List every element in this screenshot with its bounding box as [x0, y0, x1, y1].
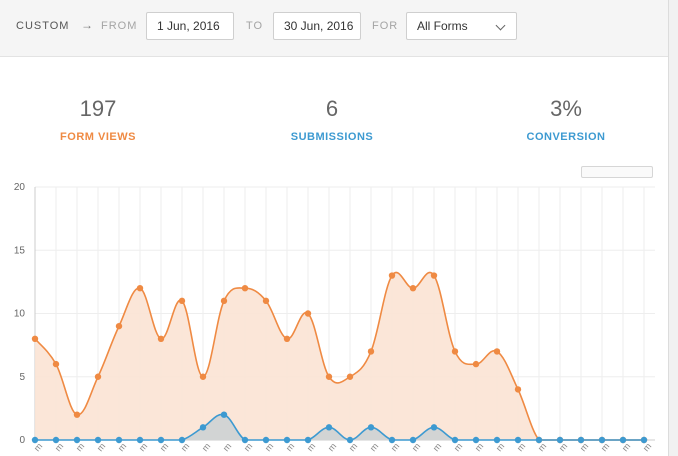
- series-1-point: [346, 436, 354, 444]
- series-0-point: [262, 297, 270, 305]
- series-1-point: [472, 436, 480, 444]
- series-0-point: [472, 360, 480, 368]
- form-select[interactable]: All Forms: [406, 12, 517, 40]
- submissions-value: 6: [325, 96, 339, 121]
- series-1-point: [262, 436, 270, 444]
- conversion-label: CONVERSION: [526, 131, 606, 143]
- series-1-point: [367, 424, 375, 431]
- series-0-area: [35, 272, 644, 440]
- series-0-point: [94, 373, 102, 380]
- series-1-point: [115, 436, 123, 444]
- range-type-label[interactable]: CUSTOM: [16, 20, 70, 32]
- series-0-point: [241, 285, 249, 292]
- series-1-point: [94, 436, 102, 444]
- conversion-value: 3%: [550, 96, 582, 121]
- series-1-point: [136, 436, 144, 444]
- series-1-point: [430, 424, 438, 431]
- series-1-point: [178, 436, 186, 444]
- series-0-point: [31, 335, 39, 342]
- series-1-point: [31, 436, 39, 444]
- y-tick-label: 20: [14, 182, 26, 193]
- from-label: FROM: [101, 20, 138, 32]
- series-1-point: [73, 436, 81, 444]
- series-0-point: [178, 297, 186, 305]
- x-tick-label: m: [326, 441, 338, 453]
- series-0-point: [409, 285, 417, 292]
- series-1-point: [535, 436, 543, 444]
- to-date-input[interactable]: 30 Jun, 2016: [273, 12, 361, 40]
- arrow-right-icon: →: [81, 18, 93, 32]
- series-0-point: [493, 348, 501, 355]
- x-tick-label: m: [431, 441, 443, 453]
- series-0-point: [283, 335, 291, 342]
- series-0-point: [367, 348, 375, 355]
- series-1-point: [283, 436, 291, 444]
- series-0-point: [52, 360, 60, 368]
- series-0-point: [346, 373, 354, 380]
- series-0-point: [157, 335, 165, 342]
- chart-legend-toggle[interactable]: [581, 166, 653, 178]
- series-0-point: [325, 373, 333, 380]
- series-1-point: [325, 424, 333, 431]
- y-tick-label: 5: [19, 372, 25, 383]
- x-tick-label: m: [368, 441, 380, 453]
- series-1-point: [451, 436, 459, 444]
- series-1-point: [619, 436, 627, 444]
- series-1-point: [598, 436, 606, 444]
- series-1-point: [577, 436, 585, 444]
- to-label: TO: [246, 20, 264, 32]
- y-tick-label: 0: [19, 435, 25, 446]
- form-select-value: All Forms: [417, 19, 468, 33]
- series-1-point: [640, 436, 648, 444]
- series-1-point: [52, 436, 60, 444]
- series-1-point: [514, 436, 522, 444]
- series-0-point: [115, 322, 123, 330]
- series-0-point: [430, 272, 438, 279]
- x-tick-label: m: [200, 441, 212, 453]
- series-0-point: [73, 411, 81, 418]
- series-0-point: [136, 285, 144, 292]
- from-date-input[interactable]: 1 Jun, 2016: [146, 12, 234, 40]
- form-views-label: FORM VIEWS: [60, 131, 136, 143]
- series-1-point: [556, 436, 564, 444]
- for-label: FOR: [372, 20, 399, 32]
- y-tick-label: 10: [14, 309, 26, 320]
- series-1-point: [220, 411, 228, 418]
- series-1-point: [493, 436, 501, 444]
- series-1-point: [409, 436, 417, 444]
- series-1-point: [304, 436, 312, 444]
- series-0-point: [514, 386, 522, 393]
- series-1-area: [35, 414, 644, 440]
- series-1-point: [241, 436, 249, 444]
- series-0-point: [388, 272, 396, 279]
- series-0-point: [199, 373, 207, 380]
- series-0-point: [451, 348, 459, 355]
- y-tick-label: 15: [14, 245, 26, 256]
- series-1-point: [199, 424, 207, 431]
- series-1-point: [388, 436, 396, 444]
- submissions-label: SUBMISSIONS: [290, 131, 374, 143]
- series-1-point: [157, 436, 165, 444]
- series-0-point: [220, 297, 228, 305]
- x-tick-label: m: [221, 441, 233, 453]
- series-0-point: [304, 310, 312, 317]
- filter-bar: CUSTOM → FROM 1 Jun, 2016 TO 30 Jun, 201…: [0, 0, 668, 57]
- scrollbar[interactable]: [668, 0, 678, 456]
- form-views-value: 197: [79, 96, 117, 121]
